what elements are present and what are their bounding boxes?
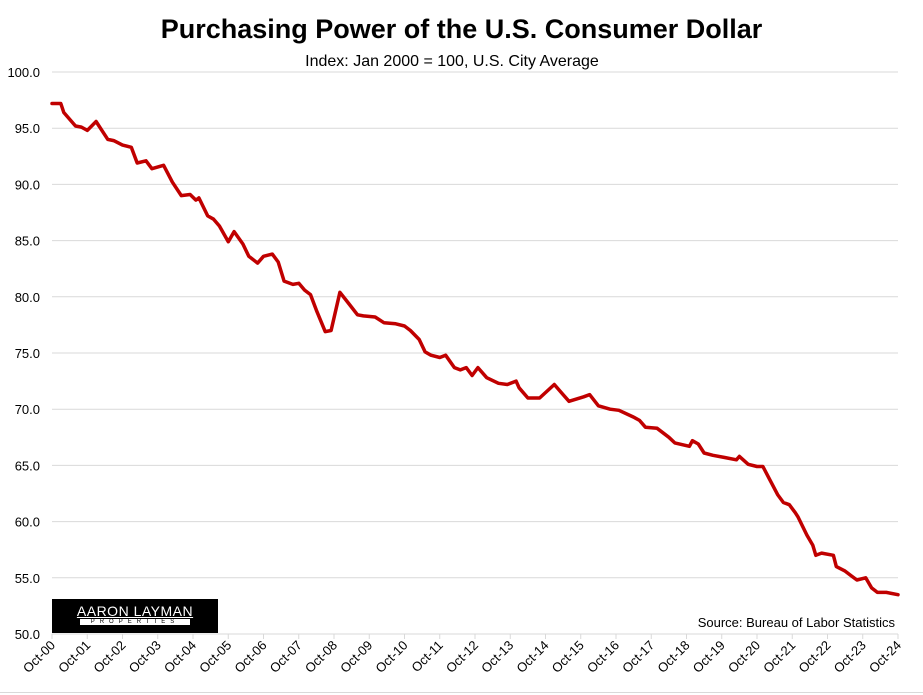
y-tick-label: 85.0 <box>15 234 40 249</box>
purchasing-power-line <box>50 101 900 597</box>
x-tick-label: Oct-02 <box>90 638 128 676</box>
divider <box>0 692 923 693</box>
logo-text: AARON LAYMAN <box>76 603 194 619</box>
x-tick-label: Oct-07 <box>267 638 305 676</box>
x-tick-label: Oct-23 <box>831 638 869 676</box>
y-tick-label: 100.0 <box>7 65 40 80</box>
x-tick-label: Oct-08 <box>302 638 340 676</box>
x-tick-label: Oct-13 <box>478 638 516 676</box>
x-tick-label: Oct-11 <box>408 638 446 676</box>
y-tick-label: 50.0 <box>15 627 40 642</box>
x-tick-label: Oct-15 <box>549 638 587 676</box>
x-tick-label: Oct-06 <box>231 638 269 676</box>
y-tick-label: 70.0 <box>15 402 40 417</box>
x-tick-label: Oct-14 <box>513 638 551 676</box>
x-tick-label: Oct-16 <box>584 638 622 676</box>
y-tick-label: 95.0 <box>15 121 40 136</box>
x-tick-label: Oct-21 <box>760 638 798 676</box>
x-tick-label: Oct-05 <box>196 638 234 676</box>
logo-subtext: PROPERTIES <box>80 619 190 625</box>
source-note: Source: Bureau of Labor Statistics <box>697 615 895 630</box>
y-tick-label: 80.0 <box>15 290 40 305</box>
y-tick-label: 55.0 <box>15 571 40 586</box>
x-tick-label: Oct-10 <box>372 638 410 676</box>
x-tick-label: Oct-09 <box>337 638 375 676</box>
x-tick-label: Oct-20 <box>725 638 763 676</box>
x-tick-label: Oct-17 <box>619 638 657 676</box>
x-tick-label: Oct-18 <box>654 638 692 676</box>
y-tick-label: 75.0 <box>15 346 40 361</box>
x-tick-label: Oct-24 <box>866 638 904 676</box>
chart-subtitle: Index: Jan 2000 = 100, U.S. City Average <box>305 53 599 70</box>
x-tick-label: Oct-19 <box>690 638 728 676</box>
x-tick-label: Oct-00 <box>20 638 58 676</box>
x-tick-label: Oct-22 <box>795 638 833 676</box>
x-tick-label: Oct-01 <box>55 638 93 676</box>
y-tick-label: 60.0 <box>15 515 40 530</box>
x-tick-label: Oct-12 <box>443 638 481 676</box>
y-tick-label: 90.0 <box>15 177 40 192</box>
x-tick-label: Oct-04 <box>161 638 199 676</box>
chart-title: Purchasing Power of the U.S. Consumer Do… <box>160 14 763 44</box>
y-tick-label: 65.0 <box>15 458 40 473</box>
company-logo: AARON LAYMAN PROPERTIES <box>52 599 218 633</box>
x-tick-label: Oct-03 <box>126 638 164 676</box>
